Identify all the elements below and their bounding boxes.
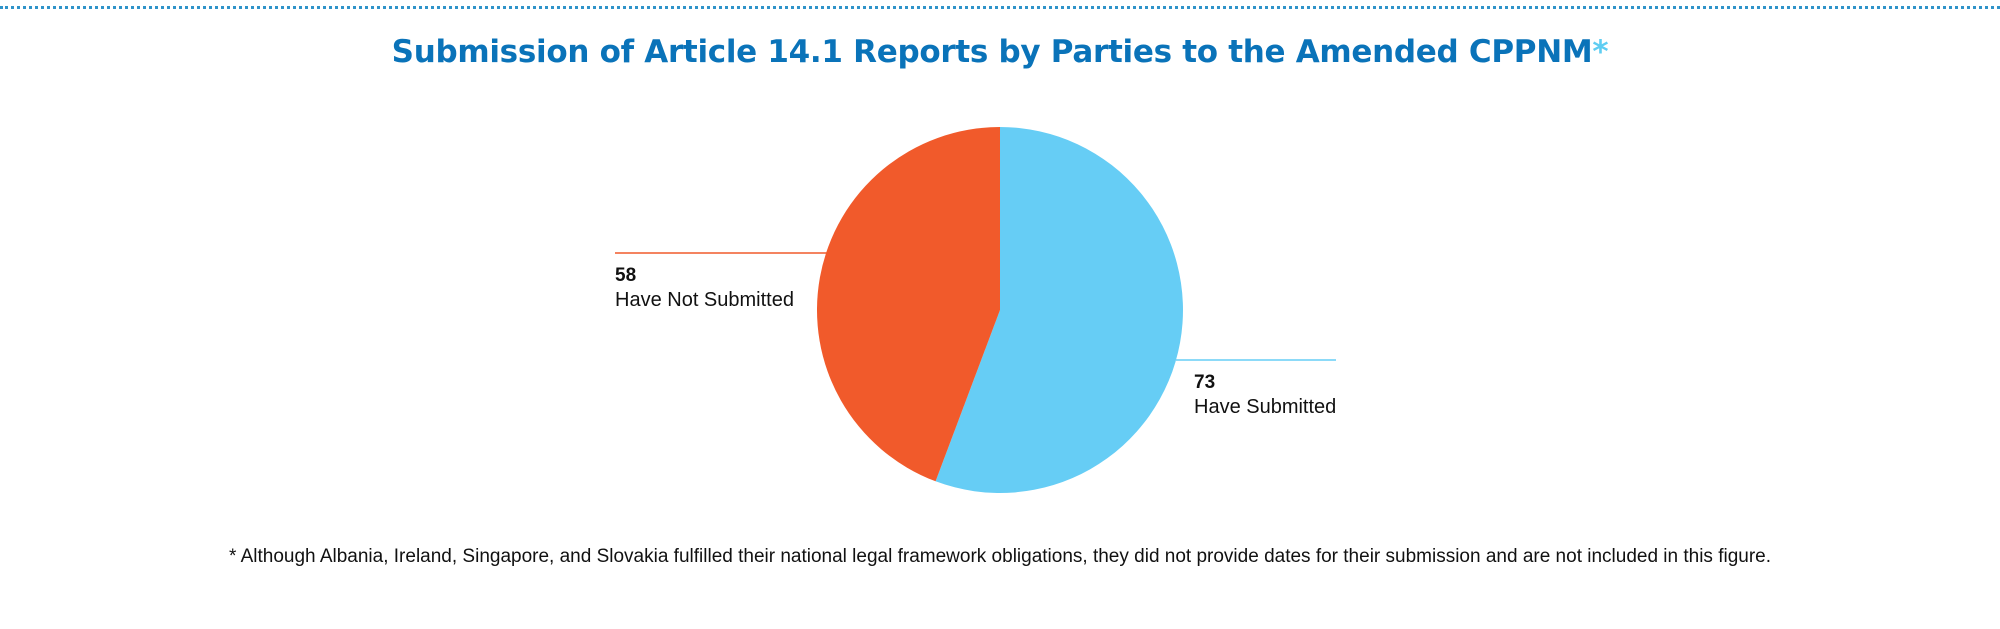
pie-slice-have-not-submitted bbox=[816, 127, 1000, 482]
chart-title-text: Submission of Article 14.1 Reports by Pa… bbox=[391, 34, 1593, 70]
slice-value-have-not-submitted: 58 bbox=[615, 265, 637, 286]
slice-label-have-not-submitted: 58 Have Not Submitted bbox=[615, 264, 794, 312]
slice-value-have-submitted: 73 bbox=[1194, 372, 1216, 393]
slice-name-have-submitted: Have Submitted bbox=[1194, 396, 1337, 418]
chart-title: Submission of Article 14.1 Reports by Pa… bbox=[0, 34, 2000, 70]
slice-name-have-not-submitted: Have Not Submitted bbox=[615, 289, 794, 311]
top-dotted-rule bbox=[0, 6, 2000, 9]
slice-label-have-submitted: 73 Have Submitted bbox=[1194, 371, 1336, 419]
footnote: * Although Albania, Ireland, Singapore, … bbox=[228, 546, 1772, 567]
pie-slice-have-submitted bbox=[935, 127, 1183, 494]
title-footnote-mark: * bbox=[1592, 34, 1609, 70]
